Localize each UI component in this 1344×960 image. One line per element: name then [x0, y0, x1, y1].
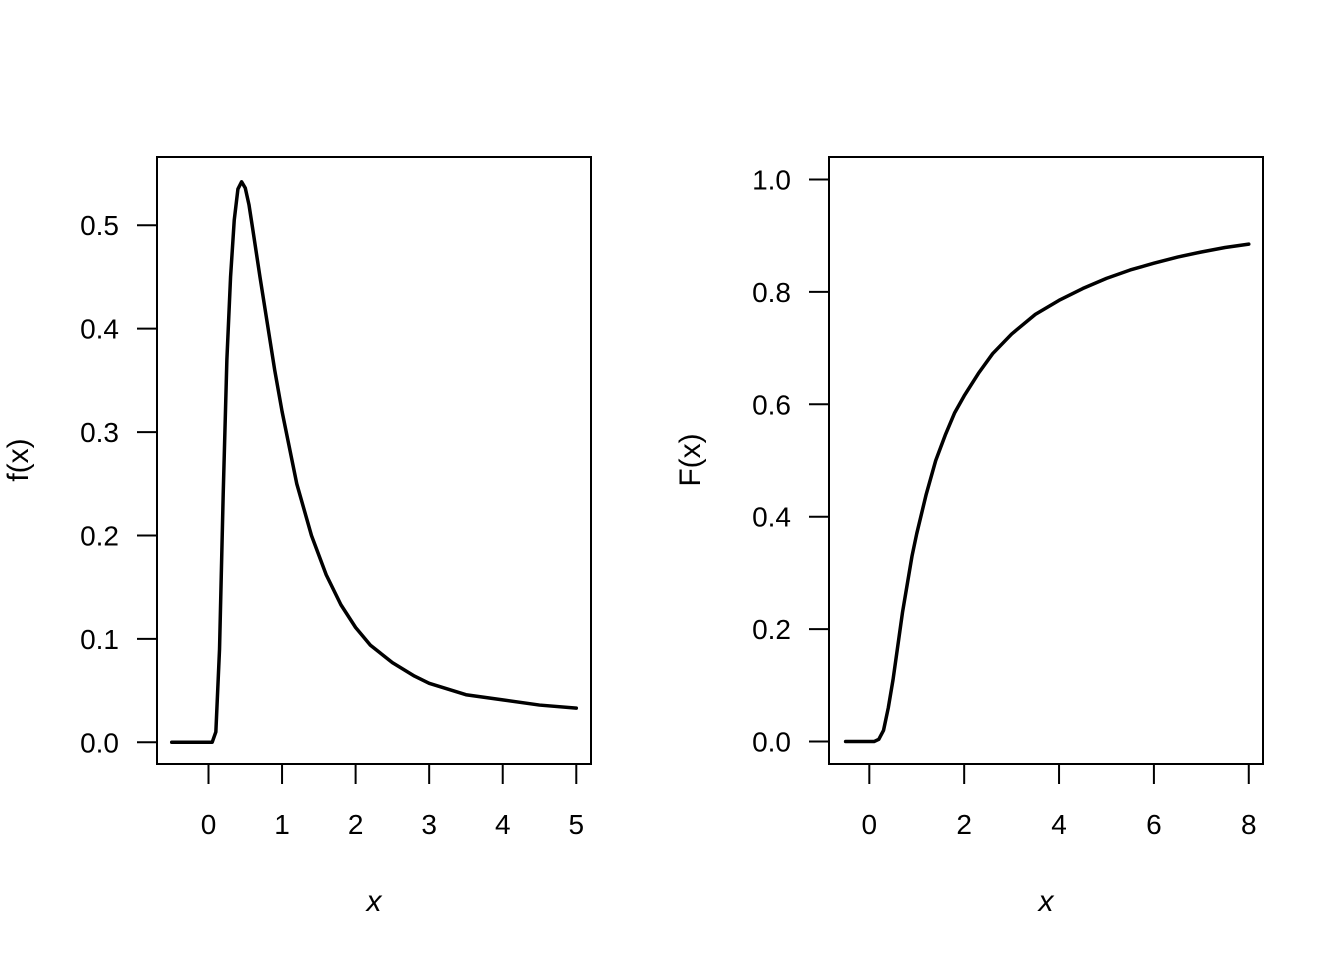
density-y-tick-label: 0.2 [80, 520, 119, 551]
density-x-tick-label: 2 [348, 809, 364, 840]
density-y-axis: 0.0 0.1 0.2 0.3 0.4 0.5 [80, 210, 158, 758]
cdf-y-tick-label: 0.8 [752, 277, 791, 308]
cdf-x-tick-label: 4 [1051, 809, 1067, 840]
density-x-axis: 0 1 2 3 4 5 [201, 763, 584, 840]
density-x-tick-label: 0 [201, 809, 217, 840]
cdf-x-axis: 0 2 4 6 8 [862, 763, 1257, 840]
cdf-y-axis-title: F(x) [674, 433, 707, 486]
cdf-x-tick-label: 0 [862, 809, 878, 840]
density-y-tick-label: 0.1 [80, 624, 119, 655]
cdf-y-tick-label: 0.4 [752, 502, 791, 533]
density-x-tick-label: 3 [421, 809, 437, 840]
cdf-x-tick-label: 8 [1241, 809, 1257, 840]
cdf-y-tick-label: 0.6 [752, 389, 791, 420]
density-panel: 0 1 2 3 4 5 0.0 0.1 0.2 0.3 0.4 0.5 x f(x) [2, 156, 592, 918]
density-y-axis-title: f(x) [2, 438, 35, 481]
density-x-tick-label: 4 [495, 809, 511, 840]
density-y-tick-label: 0.4 [80, 314, 119, 345]
cdf-y-tick-label: 0.2 [752, 614, 791, 645]
density-curve [169, 180, 579, 745]
cdf-x-tick-label: 2 [956, 809, 972, 840]
density-y-tick-label: 0.0 [80, 727, 119, 758]
cdf-y-axis: 0.0 0.2 0.4 0.6 0.8 1.0 [752, 164, 830, 758]
density-y-tick-label: 0.3 [80, 417, 119, 448]
cdf-x-tick-label: 6 [1146, 809, 1162, 840]
density-x-axis-title: x [365, 885, 383, 918]
density-y-tick-label: 0.5 [80, 210, 119, 241]
density-plot-frame [156, 156, 592, 765]
cdf-y-tick-label: 0.0 [752, 727, 791, 758]
cdf-x-axis-title: x [1037, 885, 1055, 918]
density-x-tick-label: 5 [568, 809, 584, 840]
cdf-y-tick-label: 1.0 [752, 164, 791, 195]
cdf-panel: 0 2 4 6 8 0.0 0.2 0.4 0.6 0.8 1.0 x F(x) [674, 156, 1264, 918]
cdf-curve [843, 242, 1251, 744]
density-x-tick-label: 1 [274, 809, 290, 840]
